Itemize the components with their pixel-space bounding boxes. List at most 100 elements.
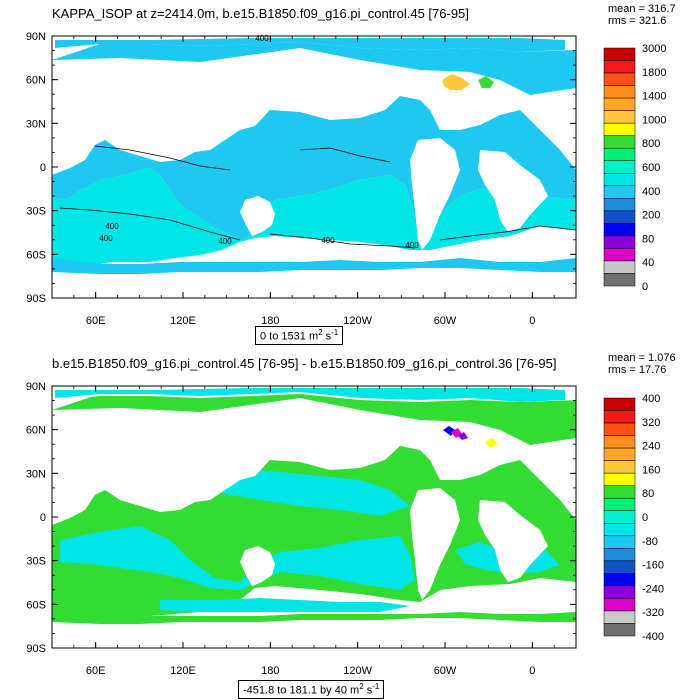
top-colorbar-swatch [603,47,636,61]
contour-label: 400 [99,234,113,243]
units-label-top: m [308,330,319,343]
range-box-top: 0 to 1531 m2 s-1 [255,326,344,345]
bottom-colorbar-swatch [603,447,636,461]
bottom-colorbar-label: -240 [642,583,664,595]
bottom-colorbar-label: 240 [642,441,660,453]
chart-title-top: KAPPA_ISOP at z=2414.0m, b.e15.B1850.f09… [52,6,469,21]
warm-anomaly-top [442,74,470,90]
contour-label: 400 [321,236,335,245]
top-colorbar-label: 400 [642,186,660,198]
units-exp2-bottom: -1 [372,682,380,691]
bottom-colorbar-label: 80 [642,488,654,500]
map-plot-bottom: 60E 120E 180 120W 60W 0 90N 60N 30N 0 30S 60S 90S 40… [26,381,664,677]
bottom-x-tick-label: 120W [343,665,372,677]
bottom-colorbar-label: 0 [642,512,648,524]
top-colorbar-label: 800 [642,138,660,150]
top-colorbar-label: 0 [642,281,648,293]
top-colorbar-label: 80 [642,233,654,245]
top-colorbar-swatch [603,85,636,99]
top-colorbar-swatch [603,210,636,224]
top-colorbar-swatch [603,260,636,274]
top-colorbar-swatch [603,122,636,136]
land-australia [240,196,275,236]
top-colorbar-swatch [603,147,636,161]
top-y-tick-label: 90N [26,31,46,43]
bottom-colorbar-label: -160 [642,560,664,572]
top-x-tick-label: 60E [86,315,106,327]
stats-bottom: mean = 1.076 rms = 17.76 [608,352,676,376]
top-colorbar-label: 3000 [642,43,666,55]
bottom-colorbar-swatch [603,472,636,486]
bottom-colorbar-swatch [603,435,636,449]
bottom-x-tick-label: 180 [261,665,279,677]
range-label-bottom: -451.8 to 181.1 by 40 [243,684,347,697]
land-south-america [410,138,460,250]
top-colorbar-swatch [603,110,636,124]
bottom-colorbar-swatch [603,523,636,537]
range-box-bottom: -451.8 to 181.1 by 40 m2 s-1 [238,680,385,699]
bottom-colorbar-label: -80 [642,536,658,548]
bottom-colorbar-swatch [603,485,636,499]
rms-label-bottom: rms = 17.76 [608,364,667,376]
bottom-colorbar-label: 320 [642,417,660,429]
mean-label-bottom: mean = 1.076 [608,352,676,364]
bottom-y-tick-label: 30N [26,468,46,480]
bottom-colorbar-swatch [603,460,636,474]
bottom-colorbar-swatch [603,610,636,624]
bottom-y-tick-label: 60N [26,425,46,437]
bottom-colorbar-label: 160 [642,464,660,476]
top-colorbar-label: 40 [642,257,654,269]
top-colorbar-label: 200 [642,210,660,222]
top-colorbar-label: 1000 [642,114,666,126]
negative-anomaly-bottom [443,426,455,436]
contour-label: 400 [405,241,419,250]
units-exp1-top: 2 [318,328,323,337]
bottom-y-tick-label: 90S [26,643,46,655]
top-colorbar-swatch [603,160,636,174]
bottom-colorbar-swatch [603,560,636,574]
panel-bottom: b.e15.B1850.f09_g16.pi_control.45 [76-95… [0,350,700,700]
map-plot-top: 60E 120E 180 120W 60W 0 90N 60N 30N 0 30S 60S 90S 40… [26,31,667,327]
bottom-x-tick-label: 60E [86,665,106,677]
top-colorbar-swatch [603,248,636,262]
top-x-tick-label: 60W [434,315,457,327]
bottom-colorbar-swatch [603,510,636,524]
top-colorbar-label: 1800 [642,67,666,79]
top-y-tick-label: 60N [26,75,46,87]
bottom-y-tick-label: 90N [26,381,46,393]
bottom-colorbar-swatch [603,585,636,599]
bottom-x-tick-label: 0 [529,665,535,677]
bottom-colorbar-label: -400 [642,631,664,643]
bottom-colorbar-swatch [603,598,636,612]
contour-label: 400 [218,237,232,246]
bottom-y-tick-label: 30S [26,556,46,568]
top-colorbar-swatch [603,97,636,111]
bottom-colorbar-swatch [603,548,636,562]
top-colorbar-swatch [603,135,636,149]
land-africa-south [478,150,548,232]
top-colorbar-swatch [603,72,636,86]
top-colorbar-swatch [603,223,636,237]
top-colorbar-swatch [603,173,636,187]
bottom-colorbar-swatch [603,535,636,549]
units-s-top: s [322,330,332,343]
bottom-colorbar-swatch [603,573,636,587]
bottom-x-tick-label: 60W [434,665,457,677]
units-label-bottom: m [350,684,360,697]
panel-top: KAPPA_ISOP at z=2414.0m, b.e15.B1850.f09… [26,3,676,345]
top-y-tick-label: 90S [26,293,46,305]
top-colorbar-swatch [603,60,636,74]
mean-label-top: mean = 316.7 [608,3,676,15]
top-colorbar-swatch [603,235,636,249]
units-exp1-bottom: 2 [359,682,364,691]
top-x-tick-label: 0 [529,315,535,327]
top-y-tick-label: 30S [26,206,46,218]
bottom-colorbar-swatch [603,497,636,511]
bottom-x-tick-label: 120E [170,665,196,677]
top-y-tick-label: 0 [40,162,46,174]
top-y-tick-label: 60S [26,249,46,261]
bottom-colorbar-swatch [603,410,636,424]
bottom-y-tick-label: 60S [26,599,46,611]
top-colorbar-swatch [603,273,636,287]
contour-label: 400 [255,34,269,43]
